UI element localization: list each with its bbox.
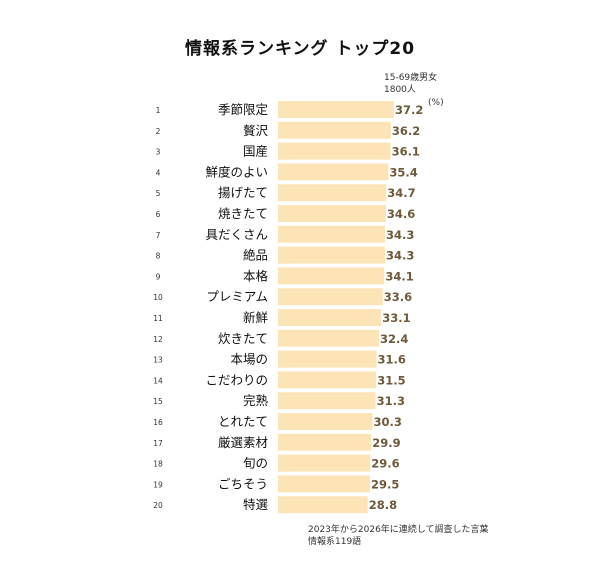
bar [278, 392, 376, 410]
category-label: 完熟 [243, 393, 269, 408]
category-label: ごちそう [218, 476, 268, 491]
bar [278, 496, 368, 514]
rank-label: 12 [153, 335, 163, 344]
footnote-line: 2023年から2026年に連続して調査した言葉 [308, 525, 489, 535]
category-label: 炊きたて [218, 331, 268, 346]
bar [278, 371, 377, 389]
chart-title: 情報系ランキング トップ20 [184, 39, 416, 59]
rank-label: 1 [156, 106, 161, 115]
rank-label: 4 [156, 168, 161, 177]
bar [278, 475, 370, 493]
value-label: 31.6 [378, 353, 406, 367]
rank-label: 20 [153, 501, 163, 510]
rank-label: 5 [156, 189, 161, 198]
bar [278, 288, 383, 306]
category-label: 国産 [243, 144, 268, 159]
value-label: 36.1 [392, 145, 420, 159]
category-label: 本格 [243, 268, 269, 283]
bar [278, 329, 379, 347]
sample-note: 15-69歳男女 1800人 [384, 72, 437, 96]
rank-label: 2 [156, 127, 161, 136]
bar [278, 184, 387, 202]
category-label: 贅沢 [243, 123, 269, 138]
value-label: 29.6 [371, 457, 399, 471]
bar [278, 101, 394, 118]
value-label: 37.2 [395, 103, 423, 117]
category-label: 本場の [230, 352, 268, 367]
bar [278, 350, 377, 368]
category-label: 季節限定 [218, 102, 268, 117]
category-label: 具だくさん [205, 227, 268, 242]
bar [278, 205, 386, 222]
category-label: プレミアム [206, 289, 268, 304]
bar [278, 413, 373, 430]
bar [278, 246, 385, 264]
bar [278, 309, 382, 326]
category-label: 厳選素材 [218, 435, 268, 450]
rank-label: 11 [153, 314, 163, 323]
category-label: こだわりの [205, 372, 268, 387]
rank-label: 16 [153, 418, 163, 427]
rank-label: 14 [153, 376, 163, 385]
value-label: 31.5 [377, 373, 405, 387]
value-label: 29.9 [372, 436, 400, 450]
value-label: 30.3 [373, 415, 401, 429]
bar [278, 142, 391, 160]
value-label: 33.1 [382, 311, 410, 325]
bar [278, 163, 389, 181]
category-label: 特選 [243, 497, 269, 512]
bar [278, 433, 372, 451]
bar [278, 267, 385, 285]
bar [278, 454, 371, 472]
category-label: 焼きたて [218, 206, 268, 221]
rank-label: 10 [153, 293, 163, 302]
value-label: 28.8 [369, 498, 397, 512]
rank-label: 15 [153, 397, 163, 406]
bar [278, 225, 385, 243]
value-label: 36.2 [392, 124, 420, 138]
footnote: 2023年から2026年に連続して調査した言葉 情報系119語 [308, 524, 489, 548]
value-label: 32.4 [380, 332, 408, 346]
footnote-line: 情報系119語 [308, 537, 362, 547]
value-label: 35.4 [389, 165, 417, 179]
rank-label: 19 [153, 480, 163, 489]
category-label: 旬の [243, 456, 268, 471]
category-label: 新鮮 [243, 310, 269, 325]
value-label: 34.7 [387, 186, 415, 200]
value-label: 34.1 [385, 269, 413, 283]
bar [278, 121, 391, 139]
category-label: 揚げたて [218, 185, 268, 200]
value-label: 29.5 [371, 477, 399, 491]
value-label: 34.6 [387, 207, 415, 221]
unit-label: (%) [428, 98, 444, 108]
rank-label: 3 [156, 148, 161, 157]
value-label: 33.6 [384, 290, 412, 304]
rank-label: 6 [156, 210, 161, 219]
sample-note-line: 1800人 [384, 85, 416, 95]
rank-label: 7 [156, 231, 161, 240]
rank-label: 9 [156, 272, 161, 281]
value-label: 34.3 [386, 249, 414, 263]
value-label: 31.3 [377, 394, 405, 408]
sample-note-line: 15-69歳男女 [384, 73, 438, 83]
category-label: 鮮度のよい [205, 164, 268, 179]
rank-label: 17 [153, 439, 163, 448]
value-label: 34.3 [386, 228, 414, 242]
category-label: 絶品 [243, 248, 268, 263]
category-label: とれたて [218, 414, 268, 429]
rank-label: 8 [156, 252, 161, 261]
rank-label: 13 [153, 356, 163, 365]
rank-label: 18 [153, 460, 163, 469]
